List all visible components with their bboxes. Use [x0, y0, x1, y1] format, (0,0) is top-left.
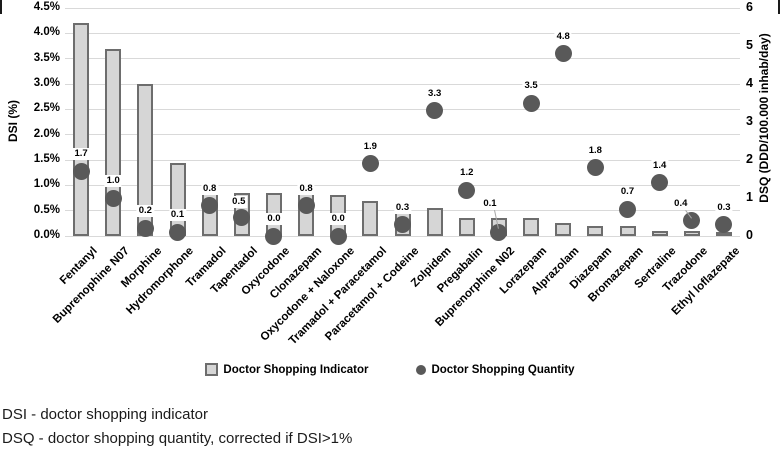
dsq-dot [201, 197, 219, 215]
dsi-bar [619, 225, 636, 236]
dsi-bar [73, 23, 90, 236]
dsq-dot [651, 174, 669, 192]
dsq-dot [554, 45, 572, 63]
dsq-dot [72, 162, 90, 180]
dsq-value-label: 0.8 [201, 182, 219, 195]
dsq-value-label: 1.0 [104, 175, 122, 187]
left-axis-tick-label: 4.0% [33, 26, 60, 39]
dsq-dot [394, 216, 411, 234]
left-axis-title: DSI (%) [6, 100, 20, 142]
gridline [65, 108, 740, 110]
dsq-value-label: 3.3 [426, 87, 444, 100]
left-axis-tick-label: 4.5% [33, 1, 60, 13]
left-axis-tick-label: 3.0% [33, 77, 60, 89]
gridline [65, 7, 740, 9]
dsq-value-label: 0.3 [715, 201, 733, 214]
dsi-bar [555, 223, 572, 236]
dsq-value-label: 0.8 [297, 182, 315, 195]
dsq-dot [104, 189, 122, 207]
right-axis-tick-label: 3 [746, 114, 753, 128]
dsq-dot [458, 181, 476, 199]
gridline [65, 134, 740, 136]
bar-series-marker-icon [205, 363, 219, 376]
dsi-bar [105, 48, 122, 236]
dsq-value-label: 1.8 [586, 144, 604, 157]
dsq-value-label: 0.3 [393, 201, 412, 214]
dsi-bar [651, 230, 668, 236]
right-axis-tick-label: 0 [746, 228, 753, 242]
dsq-dot [329, 227, 347, 245]
left-axis-tick-label: 3.5% [33, 51, 60, 64]
dsq-value-label: 1.7 [72, 148, 90, 161]
dsq-value-label: 0.7 [618, 186, 637, 199]
dsi-bar [587, 225, 604, 236]
right-axis-tick-label: 1 [746, 190, 753, 204]
left-axis-tick-label: 2.5% [33, 102, 60, 115]
dsi-bar [362, 200, 379, 236]
dsq-dot [426, 102, 444, 120]
dsq-value-label: 0.0 [265, 213, 283, 225]
dsi-bar [523, 218, 540, 236]
dsq-value-label: 0.5 [230, 196, 248, 208]
dsq-dot [169, 223, 186, 241]
dot-series-marker-icon [416, 364, 427, 375]
left-axis-tick-label: 1.5% [33, 153, 60, 165]
legend-quantity-label: Doctor Shopping Quantity [431, 363, 575, 376]
dsq-dot [233, 208, 251, 226]
right-axis-tick-label: 5 [746, 38, 753, 52]
dsq-value-label: 0.2 [136, 205, 154, 218]
dsq-value-label: 1.9 [361, 140, 379, 153]
legend-item-quantity: Doctor Shopping Quantity [416, 363, 575, 376]
dsq-dot [683, 212, 701, 230]
dsq-dot [619, 200, 636, 218]
dsi-bar [426, 208, 443, 236]
dsq-dot [586, 159, 604, 177]
gridline [65, 32, 740, 34]
dsi-bar [458, 218, 475, 236]
dsq-dot [715, 216, 733, 234]
dsq-dot [136, 219, 154, 237]
dsq-value-label: 4.8 [554, 30, 572, 43]
dsi-bar [683, 230, 700, 236]
dsq-value-label: 0.0 [329, 213, 347, 225]
left-axis-tick-label: 0.5% [33, 203, 60, 216]
right-axis-tick-label: 4 [746, 76, 753, 90]
dsq-value-label: 0.1 [481, 198, 499, 211]
footnote-dsi: DSI - doctor shopping indicator [2, 406, 208, 423]
left-axis-tick-label: 0.0% [33, 229, 60, 241]
legend-item-indicator: Doctor Shopping Indicator [205, 363, 368, 376]
gridline [65, 159, 740, 161]
right-axis-tick-label: 6 [746, 0, 753, 14]
right-axis-tick-label: 2 [746, 152, 753, 166]
dsq-dot [297, 197, 315, 215]
gridline [65, 184, 740, 186]
chart-legend: Doctor Shopping Indicator Doctor Shoppin… [0, 363, 780, 376]
left-axis-tick-label: 2.0% [33, 127, 60, 140]
dsq-value-label: 1.4 [651, 159, 669, 172]
footnote-dsq: DSQ - doctor shopping quantity, correcte… [2, 429, 353, 447]
left-axis-tick-label: 1.0% [33, 178, 60, 191]
right-axis-title: DSQ (DDD/100.000 inhab/day) [757, 33, 771, 203]
chart-footnotes: DSI - doctor shopping indicator DSQ - do… [2, 403, 352, 450]
dsq-dot [361, 155, 379, 173]
figure-crop-mark-left [0, 0, 2, 14]
figure-crop-mark-right [778, 0, 780, 14]
dsq-value-label: 3.5 [522, 80, 540, 92]
dsq-value-label: 0.1 [168, 209, 187, 222]
gridline [65, 58, 740, 60]
dsq-dot [522, 94, 540, 112]
dsq-dot [490, 223, 508, 241]
dsq-value-label: 0.4 [672, 197, 690, 210]
gridline [65, 235, 740, 237]
dsq-value-label: 1.2 [458, 167, 476, 180]
legend-indicator-label: Doctor Shopping Indicator [223, 363, 369, 376]
gridline [65, 83, 740, 85]
dsq-dot [265, 227, 283, 245]
